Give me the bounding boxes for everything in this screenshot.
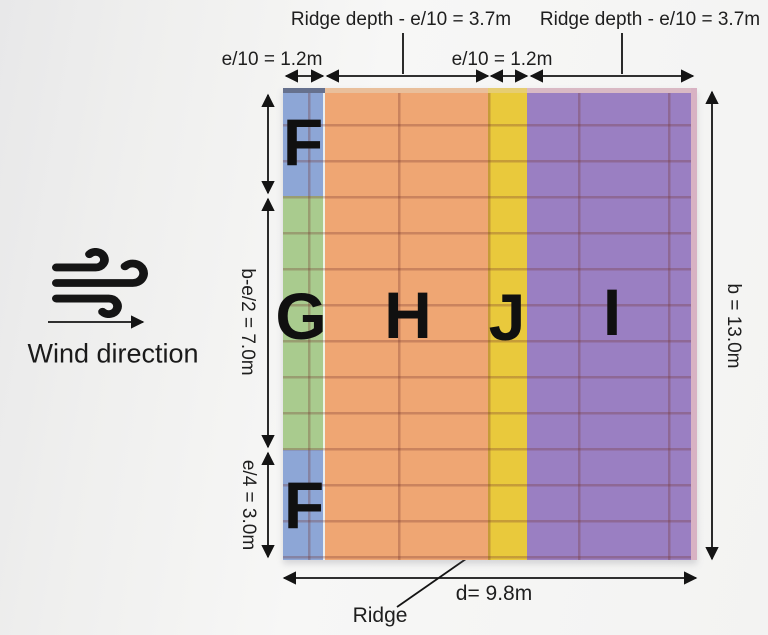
dim-label-d: d= 9.8m (455, 582, 533, 605)
zone-letter-h: H (384, 278, 432, 352)
zone-letter-f-top: F (282, 105, 324, 179)
zone-letter-j: J (488, 280, 526, 354)
roof-plan: F G F H J I (275, 88, 697, 560)
dim-label-e4: e/4 = 3.0m (238, 459, 259, 551)
zone-j (488, 88, 527, 560)
zone-h (325, 88, 488, 560)
ridge-depth-label-right: Ridge depth - e/10 = 3.7m (539, 9, 761, 30)
dim-label-b-minus-e2: b-e/2 = 7.0m (237, 268, 258, 376)
zone-g (283, 196, 325, 450)
wind-icon (52, 248, 148, 318)
ridge-label: Ridge (352, 604, 408, 627)
wind-direction-label: Wind direction (27, 338, 199, 369)
e10-dim-label-left: e/10 = 1.2m (221, 49, 323, 70)
ridge-depth-label-left: Ridge depth - e/10 = 3.7m (290, 9, 512, 30)
dim-label-b: b = 13.0m (723, 283, 744, 369)
zone-letter-g: G (275, 279, 327, 353)
e10-dim-label-mid: e/10 = 1.2m (451, 49, 553, 70)
zone-f-top (283, 88, 325, 196)
zone-f-bottom (283, 450, 325, 560)
zone-letter-i: I (602, 275, 622, 349)
zone-letter-f-bottom: F (283, 468, 325, 542)
zone-i (527, 88, 697, 560)
